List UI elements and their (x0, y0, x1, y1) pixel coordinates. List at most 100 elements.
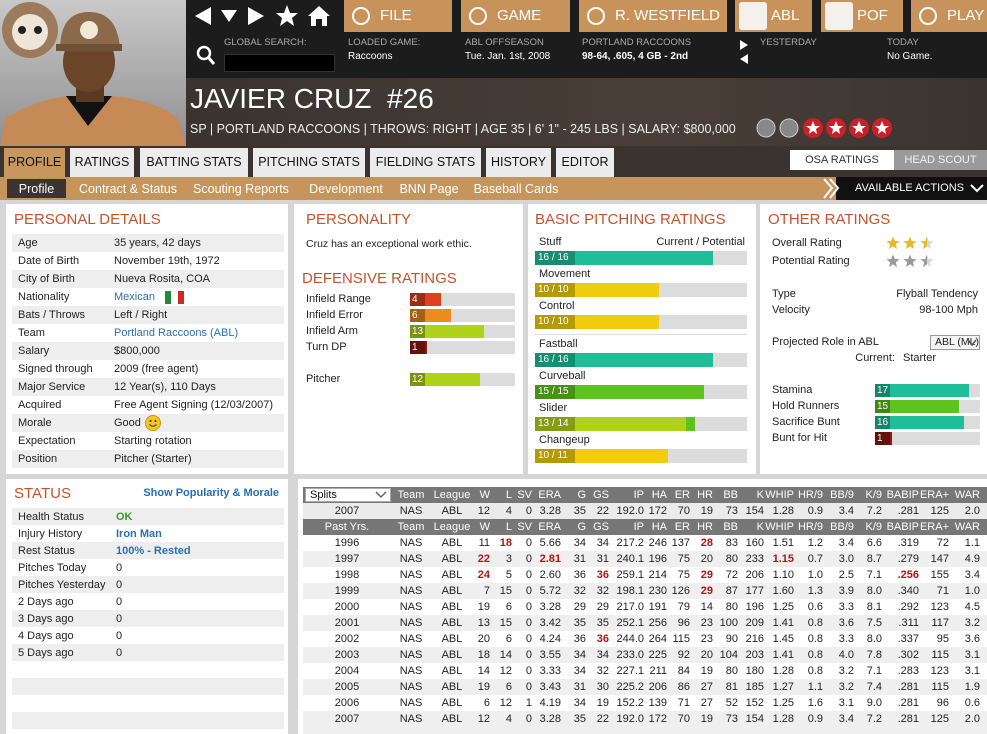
pitch-label: Control (539, 300, 575, 312)
rating-label: Infield Range (306, 293, 371, 305)
stat-cell: 1997 (334, 553, 360, 565)
tab-label[interactable]: PITCHING STATS (258, 155, 360, 169)
pitch-label: Fastball (539, 338, 578, 350)
stat-cell: 34 (596, 537, 609, 549)
search-label: GLOBAL SEARCH: (224, 37, 307, 48)
star-shape (920, 236, 927, 249)
row-stripe (12, 324, 284, 342)
table-row (303, 567, 987, 583)
subtab-label[interactable]: Profile (18, 182, 55, 196)
stat-cell: 1.25 (772, 601, 794, 613)
rating-value-text: Flyball Tendency (896, 288, 978, 300)
status-value: 0 (116, 596, 123, 608)
tab[interactable] (253, 148, 365, 177)
current-bar (535, 283, 659, 297)
stat-cell: 29 (573, 601, 586, 613)
column-header: ERA (538, 521, 561, 533)
detail-label: Team (18, 327, 45, 339)
stat-cell: 71 (936, 585, 949, 597)
tab-label[interactable]: BATTING STATS (146, 155, 242, 169)
nav-button-label[interactable]: FILE (380, 7, 412, 24)
stat-cell: 1.60 (772, 585, 794, 597)
stat-cell: 1.1 (807, 681, 823, 693)
stat-cell: .283 (897, 665, 919, 677)
stat-cell: 160 (745, 537, 764, 549)
stat-cell: 0 (525, 537, 532, 549)
column-header: WHIP (765, 521, 794, 533)
role-dropdown-label[interactable]: ABL (ML) (935, 336, 979, 348)
search-input[interactable] (224, 54, 335, 72)
row-stripe (12, 627, 284, 644)
scout-toggle[interactable] (790, 150, 894, 170)
scout-toggle-label[interactable]: OSA RATINGS (805, 154, 879, 166)
stat-cell: 4.19 (539, 697, 561, 709)
subtab-label[interactable]: Baseball Cards (473, 182, 559, 196)
column-header: Team (397, 521, 425, 533)
stat-cell: 19 (477, 601, 490, 613)
stat-cell: 3 (505, 553, 512, 565)
stat-cell: NAS (399, 633, 423, 645)
stat-cell: 6.6 (866, 537, 882, 549)
stat-cell: 3.2 (964, 617, 980, 629)
rating-label: Potential Rating (772, 255, 850, 267)
tab[interactable] (4, 148, 65, 177)
nav-button-label[interactable]: PLAY (947, 7, 985, 24)
row-stripe (12, 342, 284, 360)
scout-toggle[interactable] (894, 150, 987, 170)
detail-value[interactable]: Mexican (114, 291, 155, 303)
tab-label[interactable]: EDITOR (561, 155, 609, 169)
tab-label[interactable]: HISTORY (490, 155, 547, 169)
stat-cell: 95 (936, 633, 949, 645)
stat-cell: 177 (745, 585, 764, 597)
subtab-label[interactable]: Scouting Reports (193, 182, 289, 196)
scout-toggle-label[interactable]: HEAD SCOUT (904, 154, 977, 166)
stat-cell: 12 (499, 665, 512, 677)
tab[interactable] (370, 148, 481, 177)
actions-label[interactable]: AVAILABLE ACTIONS (855, 182, 965, 194)
stat-cell: 1.1 (964, 537, 980, 549)
splits-label[interactable]: Splits (310, 489, 337, 501)
nav-button-label[interactable]: R. WESTFIELD (615, 7, 721, 24)
button-icon (469, 7, 487, 25)
subtab-label[interactable]: Contract & Status (79, 182, 177, 196)
rating-track (875, 432, 980, 445)
stat-cell: 0 (525, 665, 532, 677)
stat-cell: 203 (745, 649, 764, 661)
stat-cell: 7.1 (866, 665, 882, 677)
table-row (303, 727, 987, 734)
stat-cell: 34 (573, 537, 586, 549)
popularity-link[interactable]: Show Popularity & Morale (143, 487, 279, 499)
nav-button-label[interactable]: GAME (497, 7, 542, 24)
nav-button-label[interactable]: ABL (771, 7, 800, 24)
nav-button-label[interactable]: POF (857, 7, 888, 24)
rating-label: Bunt for Hit (772, 432, 828, 444)
tab-label[interactable]: FIELDING STATS (375, 155, 476, 169)
splits-dropdown[interactable] (305, 488, 391, 502)
subtab-label[interactable]: BNN Page (399, 182, 459, 196)
tab[interactable] (140, 148, 248, 177)
stat-cell: NAS (399, 505, 423, 517)
stat-cell: 13 (477, 617, 490, 629)
stat-cell: 252.1 (616, 617, 644, 629)
stat-cell: 72 (936, 537, 949, 549)
tab-label[interactable]: RATINGS (74, 155, 130, 169)
subtab-label[interactable]: Development (309, 182, 383, 196)
role-dropdown[interactable] (930, 335, 980, 350)
detail-label: Major Service (18, 381, 86, 393)
stat-cell: 2001 (334, 617, 360, 629)
tab[interactable] (70, 148, 134, 177)
tab[interactable] (556, 148, 614, 177)
stat-cell: 0 (525, 649, 532, 661)
rating-bar (875, 432, 892, 445)
subtab[interactable] (7, 179, 66, 198)
star (886, 254, 900, 268)
column-header: W (479, 521, 490, 533)
column-header: ERA+ (919, 489, 949, 501)
detail-value[interactable]: Portland Raccoons (ABL) (114, 327, 239, 339)
detail-value: 2009 (free agent) (114, 363, 199, 375)
tab-label[interactable]: PROFILE (7, 155, 62, 169)
tab[interactable] (486, 148, 551, 177)
actions-button[interactable] (836, 177, 987, 200)
status-label: 3 Days ago (18, 613, 74, 625)
star (903, 254, 917, 268)
